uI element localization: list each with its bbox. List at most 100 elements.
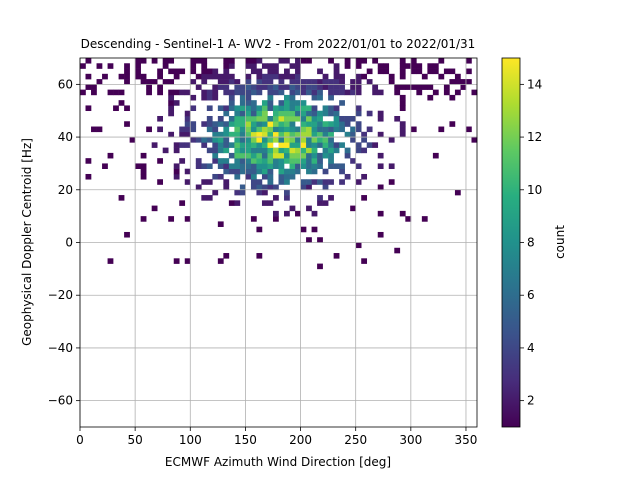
heatmap-cell <box>427 68 434 75</box>
heatmap-cell <box>118 73 125 80</box>
heatmap-cell <box>333 126 340 133</box>
heatmap-cell <box>124 73 130 80</box>
heatmap-cell <box>317 94 323 101</box>
heatmap-cell <box>245 168 252 175</box>
heatmap-cell <box>322 184 329 191</box>
heatmap-cell <box>306 89 312 96</box>
heatmap-cell <box>184 131 191 138</box>
x-tick-label: 150 <box>234 433 257 447</box>
heatmap-cell <box>284 94 290 101</box>
heatmap-cell <box>250 68 257 75</box>
heatmap-cell <box>311 79 318 85</box>
heatmap-cell <box>245 110 252 117</box>
heatmap-cell <box>267 73 274 80</box>
heatmap-cell <box>157 68 163 75</box>
heatmap-cell <box>394 89 401 96</box>
heatmap-cell <box>289 94 296 101</box>
heatmap-cell <box>223 73 230 80</box>
heatmap-cell <box>256 73 263 80</box>
heatmap-cell <box>223 137 230 143</box>
heatmap-cell <box>361 258 368 264</box>
heatmap-cell <box>234 189 241 196</box>
heatmap-cell <box>250 84 257 90</box>
heatmap-cell <box>234 79 241 85</box>
heatmap-cell <box>333 105 340 112</box>
heatmap-cell <box>306 137 312 143</box>
heatmap-cell <box>267 68 274 75</box>
heatmap-cell <box>228 152 235 159</box>
heatmap-cell <box>206 147 213 154</box>
heatmap-cell <box>146 84 152 90</box>
heatmap-cell <box>300 121 307 127</box>
heatmap-cell <box>272 73 279 80</box>
heatmap-cell <box>140 79 147 85</box>
heatmap-cell <box>217 121 224 127</box>
heatmap-cell <box>96 79 103 85</box>
heatmap-cell <box>333 253 340 259</box>
heatmap-cell <box>261 173 268 180</box>
heatmap-cell <box>355 63 362 69</box>
heatmap-cell <box>179 131 186 138</box>
heatmap-cell <box>317 152 323 159</box>
heatmap-cell <box>91 84 97 90</box>
heatmap-cell <box>201 163 208 169</box>
colorbar-label: count <box>553 225 567 259</box>
heatmap-cell <box>317 84 323 90</box>
heatmap-cell <box>344 89 351 96</box>
heatmap-cell <box>223 253 230 259</box>
heatmap-cell <box>245 58 252 64</box>
heatmap-cell <box>261 158 268 164</box>
colorbar-tick-label: 10 <box>527 183 542 197</box>
heatmap-cell <box>344 152 351 159</box>
heatmap-cell <box>278 158 285 164</box>
heatmap-cell <box>438 126 445 133</box>
heatmap-cell <box>195 163 202 169</box>
heatmap-cell <box>261 152 268 159</box>
heatmap-cell <box>228 163 235 169</box>
heatmap-cell <box>328 89 334 96</box>
heatmap-cell <box>443 84 450 90</box>
heatmap-cell <box>234 137 241 143</box>
heatmap-cell <box>245 94 252 101</box>
heatmap-cell <box>333 110 340 117</box>
y-axis: −60 −40 −20 0 20 40 60 <box>48 77 80 408</box>
heatmap-cell <box>272 184 279 191</box>
heatmap-cell <box>399 68 406 75</box>
heatmap-cell <box>289 100 296 106</box>
heatmap-cell <box>234 84 241 90</box>
heatmap-cell <box>239 94 246 101</box>
heatmap-cell <box>311 131 318 138</box>
heatmap-cell <box>272 84 279 90</box>
heatmap-cell <box>317 237 323 243</box>
y-tick-label: −60 <box>48 394 73 408</box>
heatmap-cell <box>300 158 307 164</box>
heatmap-cell <box>350 84 356 90</box>
heatmap-cell <box>355 79 362 85</box>
heatmap-cell <box>322 79 329 85</box>
heatmap-cell <box>372 84 379 90</box>
heatmap-cell <box>245 121 252 127</box>
heatmap-cell <box>322 126 329 133</box>
heatmap-cell <box>278 58 285 64</box>
heatmap-cell <box>284 168 290 175</box>
heatmap-cell <box>306 184 312 191</box>
heatmap-cell <box>190 121 197 127</box>
heatmap-cell <box>388 163 395 169</box>
heatmap-cell <box>306 205 312 212</box>
heatmap-cell <box>228 73 235 80</box>
heatmap-cell <box>267 147 274 154</box>
heatmap-cell <box>239 84 246 90</box>
heatmap-cell <box>405 216 412 222</box>
heatmap-cell <box>355 121 362 127</box>
heatmap-cell <box>212 94 219 101</box>
heatmap-cell <box>361 137 368 143</box>
heatmap-cell <box>289 110 296 117</box>
x-tick-label: 350 <box>455 433 478 447</box>
heatmap-cell <box>289 79 296 85</box>
heatmap-cell <box>173 147 180 154</box>
heatmap-cell <box>212 126 219 133</box>
heatmap-cell <box>416 63 423 69</box>
heatmap-cell <box>289 137 296 143</box>
heatmap-cell <box>168 216 175 222</box>
heatmap-cell <box>250 184 257 191</box>
